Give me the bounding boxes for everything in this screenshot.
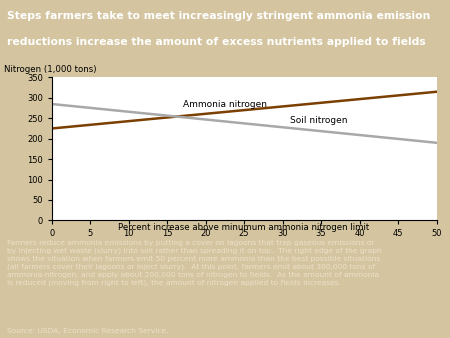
Text: Source: USDA, Economic Research Service.: Source: USDA, Economic Research Service. bbox=[7, 328, 168, 334]
Text: Soil nitrogen: Soil nitrogen bbox=[290, 116, 348, 125]
Text: Percent increase above minumum ammonia nitrogen limit: Percent increase above minumum ammonia n… bbox=[118, 223, 370, 232]
Text: Steps farmers take to meet increasingly stringent ammonia emission: Steps farmers take to meet increasingly … bbox=[7, 10, 430, 21]
Text: Farmers reduce ammonia emissions by putting a cover on lagoons that trap gaseous: Farmers reduce ammonia emissions by putt… bbox=[7, 240, 382, 286]
Text: Nitrogen (1,000 tons): Nitrogen (1,000 tons) bbox=[4, 65, 96, 74]
Text: reductions increase the amount of excess nutrients applied to fields: reductions increase the amount of excess… bbox=[7, 37, 426, 47]
Text: Ammonia nitrogen: Ammonia nitrogen bbox=[183, 100, 266, 109]
